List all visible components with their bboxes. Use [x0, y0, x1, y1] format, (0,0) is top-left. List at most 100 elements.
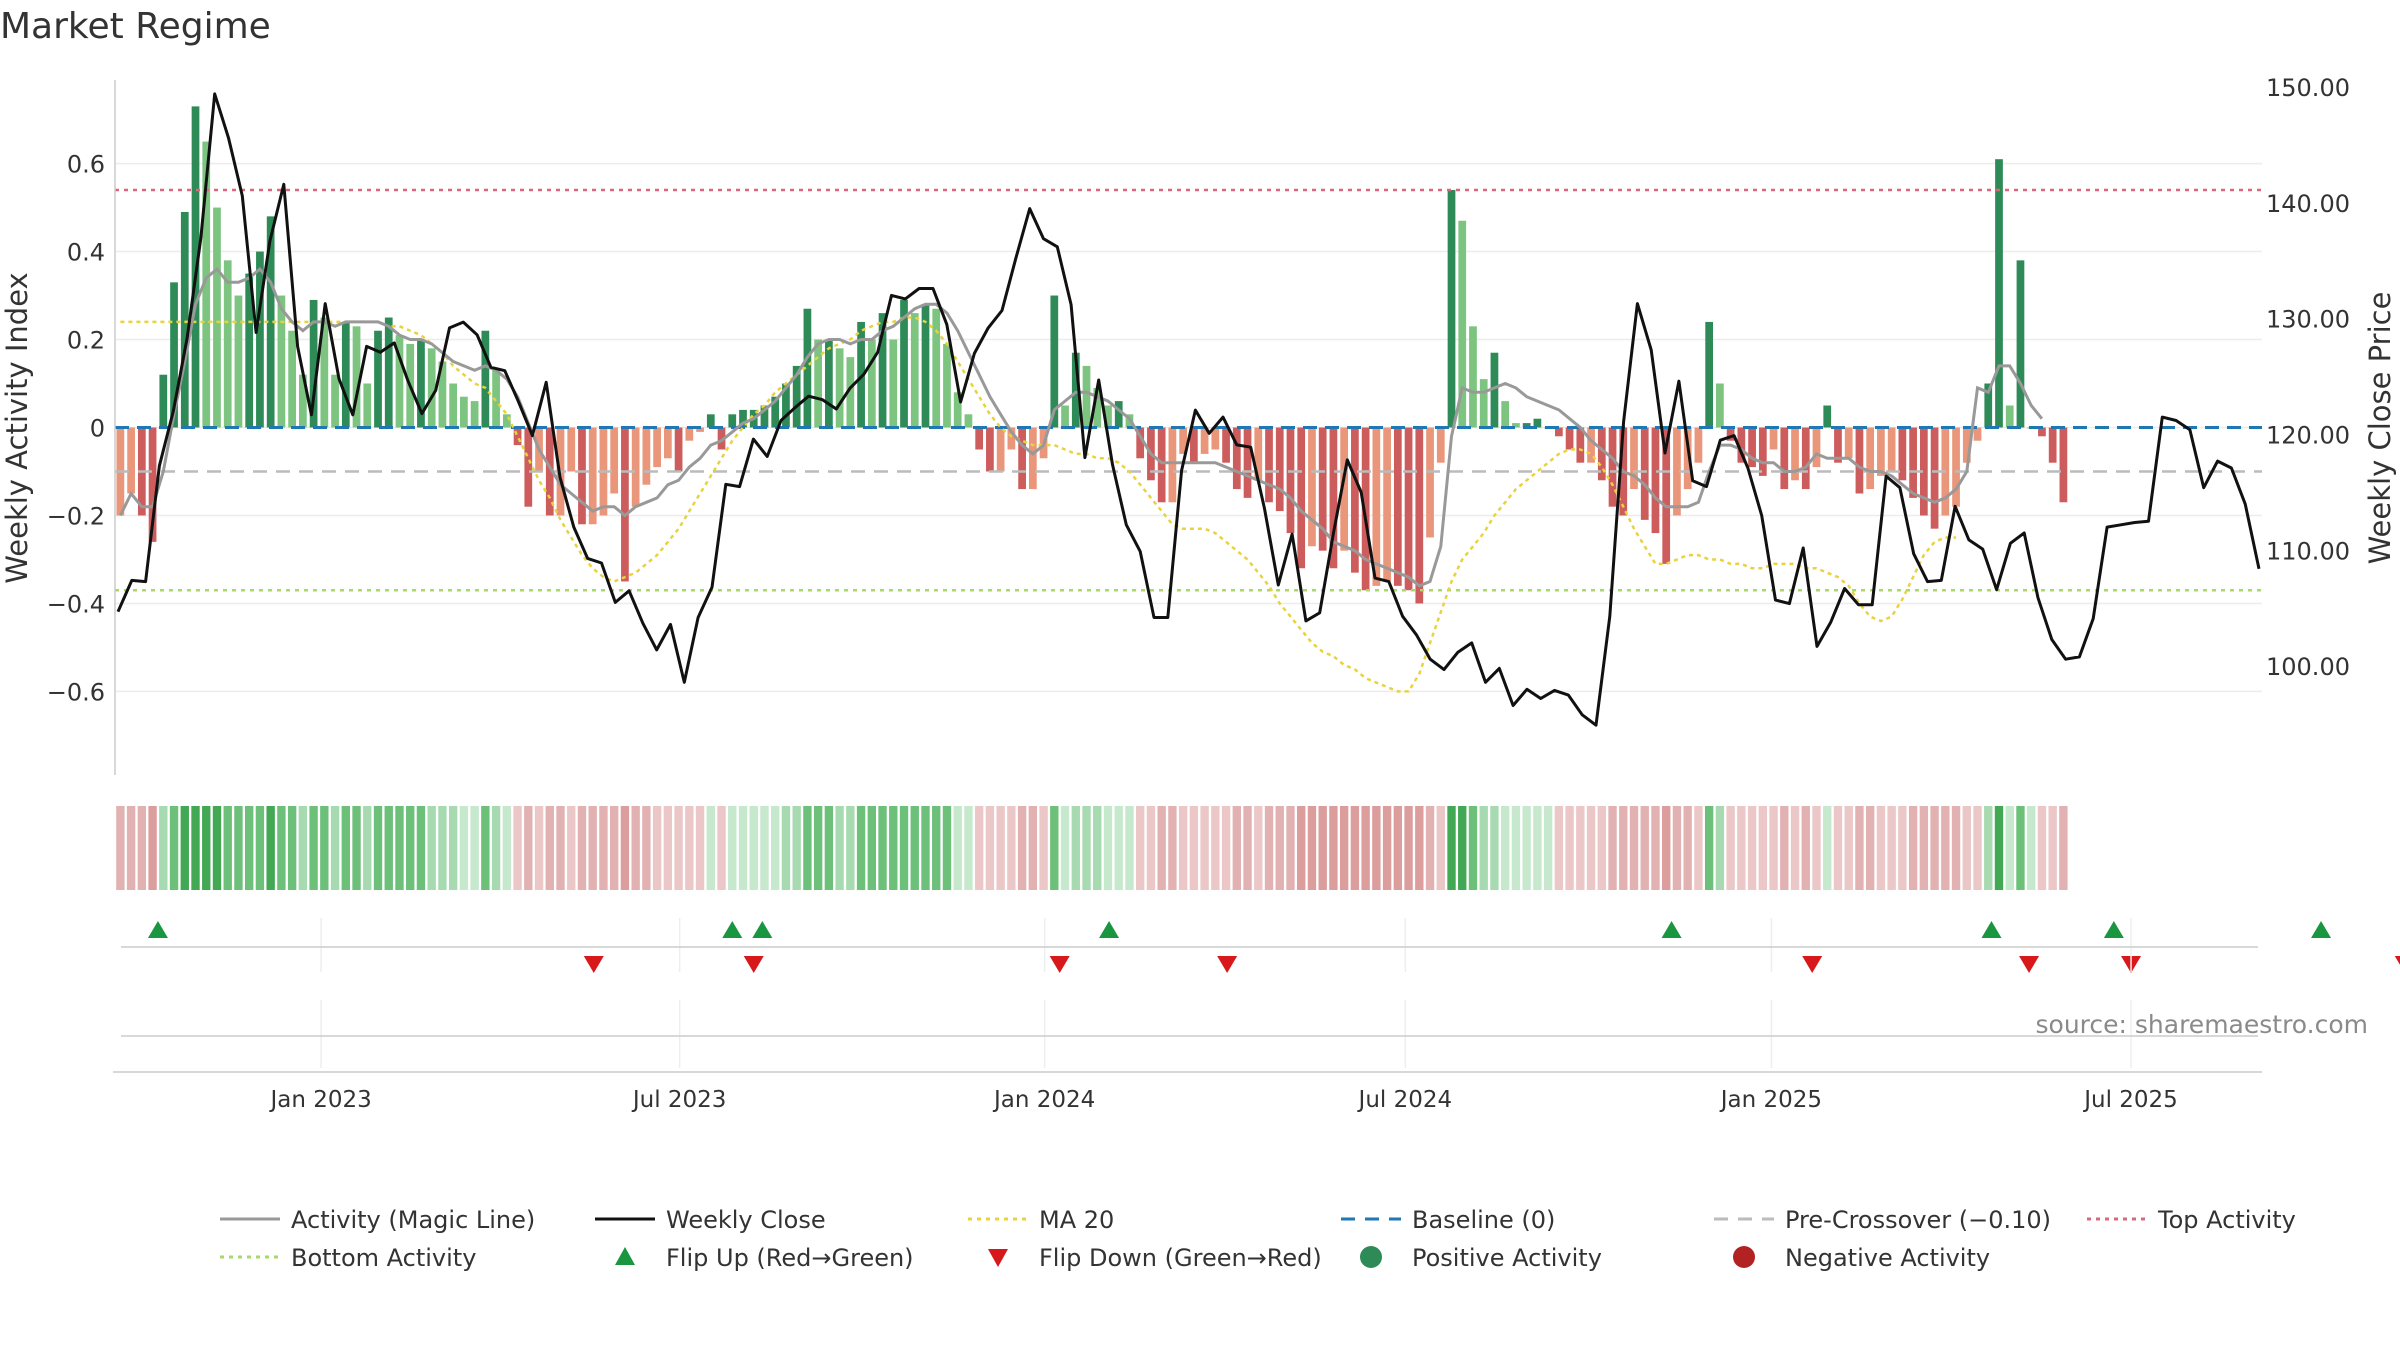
activity-bar — [1372, 427, 1381, 586]
regime-cell — [1039, 806, 1048, 890]
regime-cell — [1694, 806, 1703, 890]
activity-bar — [1265, 427, 1273, 503]
regime-cell — [813, 806, 823, 890]
flip-up-marker — [2311, 921, 2332, 938]
regime-cell — [1275, 806, 1284, 890]
regime-cell — [835, 806, 844, 890]
activity-bar — [1200, 427, 1209, 454]
regime-cell — [459, 806, 469, 890]
regime-cell — [910, 806, 919, 890]
regime-cell — [792, 806, 801, 890]
y2-tick-label: 110.00 — [2266, 537, 2350, 565]
legend-swatch — [615, 1247, 635, 1265]
activity-bar — [1329, 427, 1338, 569]
regime-cell — [771, 806, 780, 890]
activity-bar — [170, 282, 178, 428]
activity-bar — [1673, 427, 1681, 516]
regime-cell — [1823, 806, 1832, 890]
magic-line — [119, 266, 2044, 588]
activity-bar — [288, 330, 296, 428]
y-tick-label: −0.6 — [47, 678, 105, 706]
regime-cell — [567, 806, 576, 890]
regime-cell — [448, 806, 458, 890]
regime-cell — [481, 806, 490, 890]
activity-bar — [1758, 427, 1767, 476]
regime-cell — [137, 806, 147, 890]
regime-cell — [1865, 806, 1875, 890]
activity-bar — [857, 321, 865, 428]
regime-cell — [1855, 806, 1864, 890]
activity-bars — [116, 106, 2068, 604]
flip-down-marker — [743, 956, 764, 973]
regime-cell — [1479, 806, 1488, 890]
regime-cell — [1919, 806, 1929, 890]
regime-cell — [1726, 806, 1735, 890]
activity-bar — [2038, 427, 2046, 437]
regime-cell — [1554, 806, 1564, 890]
activity-bar — [663, 427, 672, 459]
regime-cell — [695, 806, 705, 890]
activity-bar — [739, 409, 747, 428]
activity-bar — [1340, 427, 1349, 551]
activity-bar — [213, 207, 221, 428]
regime-cell — [1994, 806, 2004, 890]
activity-bar — [524, 427, 533, 507]
regime-cell — [674, 806, 683, 890]
activity-bar — [792, 365, 801, 428]
regime-cell — [921, 806, 930, 890]
regime-cell — [663, 806, 673, 890]
regime-cell — [1898, 806, 1907, 890]
regime-cell — [1425, 806, 1435, 890]
regime-cell — [2027, 806, 2036, 890]
activity-bar — [1877, 427, 1885, 476]
activity-bar — [1834, 427, 1842, 463]
legend-label: Negative Activity — [1785, 1244, 1990, 1272]
regime-cell — [728, 806, 737, 890]
regime-cell — [1597, 806, 1606, 890]
regime-cell — [1704, 806, 1714, 890]
regime-cell — [1908, 806, 1918, 890]
flip-up-marker — [2103, 921, 2124, 938]
regime-cell — [1211, 806, 1220, 890]
regime-cell — [277, 806, 286, 890]
regime-cell — [1984, 806, 1993, 890]
regime-cell — [760, 806, 769, 890]
regime-cell — [1737, 806, 1746, 890]
activity-bar — [782, 383, 790, 428]
regime-cell — [1243, 806, 1252, 890]
activity-bar — [1104, 405, 1112, 428]
legend-label: Flip Up (Red→Green) — [666, 1244, 914, 1272]
activity-bar — [932, 308, 941, 428]
regime-cell — [1511, 806, 1521, 890]
activity-bar — [1136, 427, 1145, 459]
regime-cell — [427, 806, 436, 890]
regime-cell — [255, 806, 265, 890]
activity-bar — [631, 427, 640, 507]
activity-bar — [1823, 405, 1832, 428]
activity-bar — [309, 299, 318, 428]
regime-cell — [341, 806, 350, 890]
activity-bar — [1533, 418, 1542, 428]
y2-tick-label: 150.00 — [2266, 74, 2350, 102]
legend-swatch — [1360, 1246, 1382, 1268]
y-tick-label: 0.6 — [67, 151, 105, 179]
y-tick-label: 0 — [90, 415, 105, 443]
activity-bar — [363, 383, 372, 428]
legend-item: Negative Activity — [1733, 1244, 1990, 1272]
regime-cell — [1490, 806, 1499, 890]
regime-cell — [1264, 806, 1274, 890]
activity-bar — [986, 427, 994, 472]
legend-item: MA 20 — [968, 1206, 1114, 1234]
regime-cell — [1017, 806, 1027, 890]
activity-bar — [1791, 427, 1799, 481]
activity-bar — [331, 374, 339, 428]
regime-cell — [1715, 806, 1725, 890]
regime-cell — [942, 806, 952, 890]
activity-bar — [1844, 427, 1853, 459]
activity-bar — [341, 321, 350, 428]
legend-label: Flip Down (Green→Red) — [1039, 1244, 1322, 1272]
regime-cell — [1887, 806, 1896, 890]
y-tick-label: 0.2 — [67, 327, 105, 355]
regime-cell — [889, 806, 898, 890]
regime-cell — [1339, 806, 1349, 890]
